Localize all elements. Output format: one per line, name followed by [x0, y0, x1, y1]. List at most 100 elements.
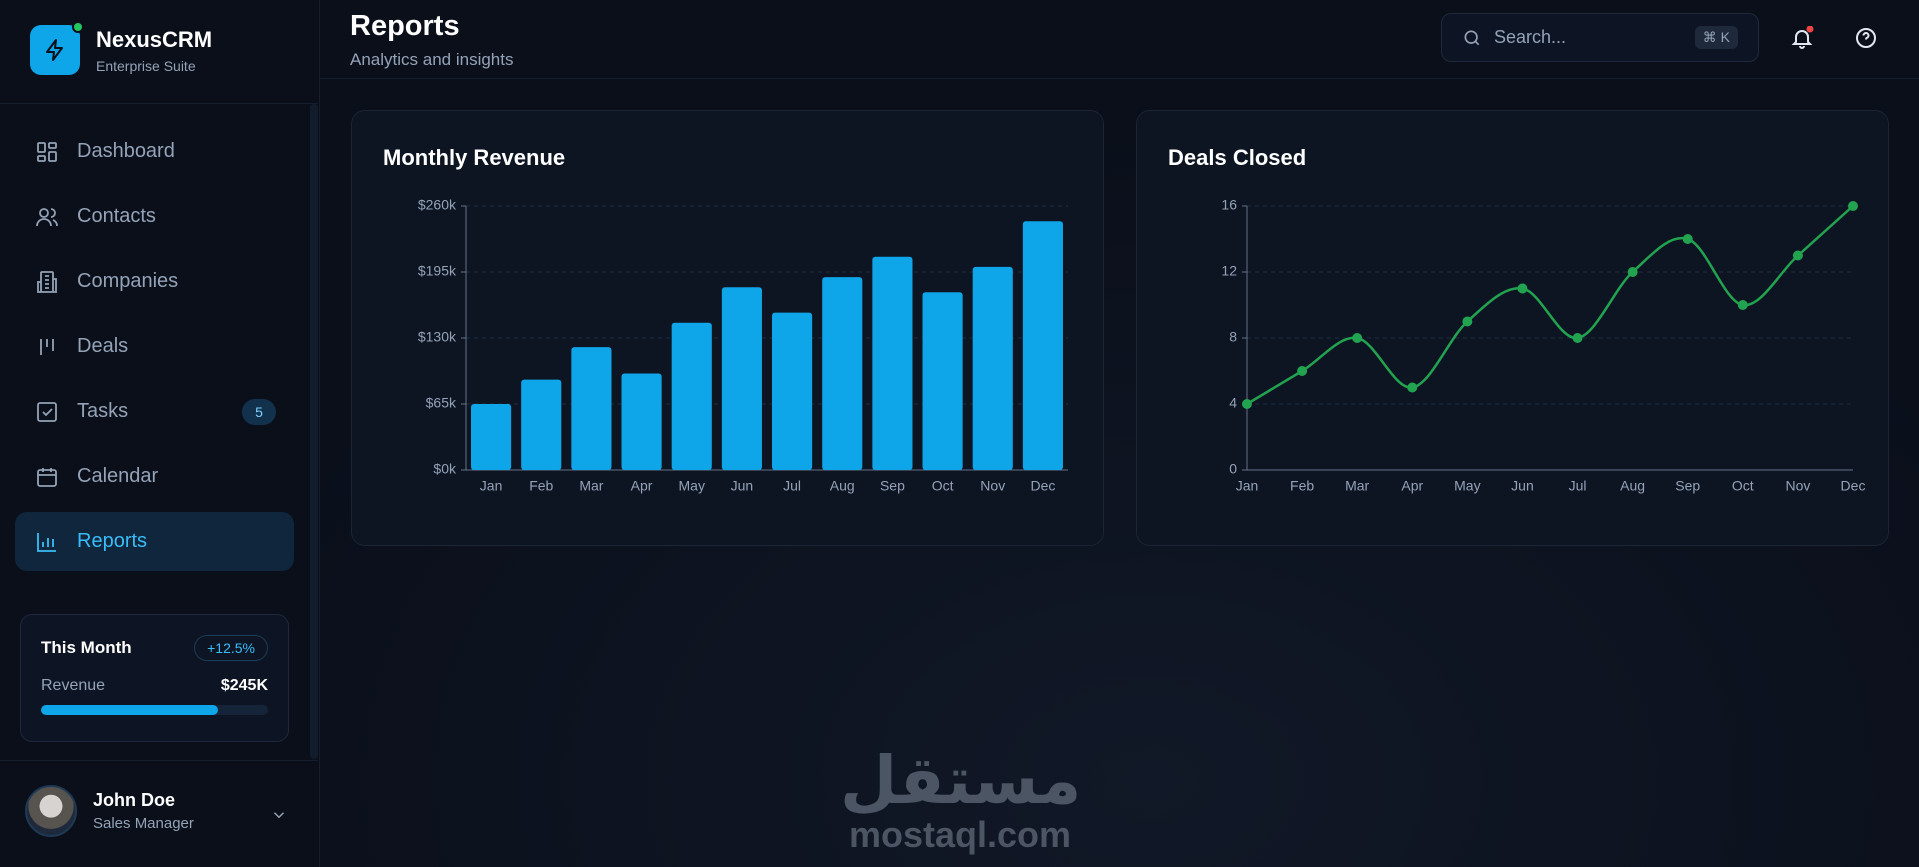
sidebar: NexusCRM Enterprise Suite Dashboard Contac…: [0, 0, 320, 867]
point: [1297, 366, 1308, 376]
brand-name: NexusCRM: [96, 26, 213, 52]
search-box[interactable]: Search... ⌘ K: [1441, 13, 1759, 62]
x-tick-label: Mar: [1345, 478, 1369, 494]
point: [1462, 316, 1473, 327]
point: [1792, 250, 1803, 261]
bar: [1022, 221, 1063, 470]
x-tick-label: Apr: [1401, 478, 1423, 494]
nav: Dashboard Contacts Companies Deals Tasks 5 Cal…: [15, 122, 294, 577]
summary-title: This Month: [41, 638, 132, 657]
x-tick-label: Sep: [880, 478, 905, 494]
chart-card: Monthly Revenue $0k $65k $130k $195k $260k Jan…: [351, 110, 1104, 546]
help[interactable]: [1854, 26, 1878, 50]
y-tick-label: $260k: [418, 197, 457, 213]
page-title: Reports: [350, 10, 460, 42]
nav-icon: [37, 401, 57, 422]
nav-icon: [37, 467, 57, 487]
point: [1737, 300, 1748, 310]
chevron[interactable]: [270, 806, 288, 824]
summary-change: +12.5%: [194, 635, 268, 661]
x-tick-label: May: [1454, 478, 1480, 494]
x-tick-label: Jul: [783, 478, 801, 494]
y-tick-label: 8: [1229, 329, 1237, 345]
y-tick-label: $195k: [418, 263, 457, 279]
x-tick-label: Jan: [480, 478, 503, 494]
bar: [872, 256, 913, 470]
x-tick-label: Jun: [731, 478, 754, 494]
bar: [721, 287, 762, 470]
point: [1352, 333, 1363, 343]
y-tick-label: 4: [1229, 395, 1237, 411]
nav-item[interactable]: Reports: [15, 512, 294, 571]
bar: [922, 292, 963, 470]
x-tick-label: Mar: [579, 478, 603, 494]
nav-badge: 5: [242, 398, 276, 425]
summary-card: This Month +12.5% Revenue $245K: [20, 614, 289, 742]
nav-item[interactable]: Companies: [15, 252, 294, 311]
summary-label: Revenue: [41, 677, 106, 694]
brand-tagline: Enterprise Suite: [96, 57, 196, 74]
page-subtitle: Analytics and insights: [350, 50, 514, 69]
bar: [822, 277, 863, 470]
bar: [671, 322, 712, 470]
x-tick-label: Feb: [1290, 478, 1314, 494]
x-tick-label: Jan: [1236, 478, 1259, 494]
x-tick-label: Aug: [1620, 478, 1645, 494]
nav-item[interactable]: Deals: [15, 317, 294, 376]
nav-label: Companies: [77, 270, 179, 292]
nav-label: Reports: [77, 530, 148, 552]
summary-value: $245K: [220, 677, 268, 694]
x-tick-label: Jul: [1569, 478, 1587, 494]
y-tick-label: 0: [1229, 461, 1237, 477]
bar: [972, 266, 1013, 470]
nav-item[interactable]: Dashboard: [15, 122, 294, 181]
nav-label: Contacts: [77, 205, 156, 227]
x-tick-label: Sep: [1675, 478, 1700, 494]
x-tick-label: Apr: [631, 478, 653, 494]
nav-icon: [37, 141, 57, 162]
point: [1572, 333, 1583, 343]
progress-bar: [41, 705, 268, 715]
y-tick-label: 12: [1221, 263, 1237, 279]
brand: NexusCRM Enterprise Suite: [30, 21, 213, 75]
nav-item[interactable]: Calendar: [15, 447, 294, 506]
bar: [521, 379, 562, 470]
x-tick-label: Oct: [932, 478, 954, 494]
x-tick-label: Aug: [830, 478, 855, 494]
x-tick-label: Dec: [1030, 478, 1055, 494]
chart-title: Deals Closed: [1168, 145, 1306, 170]
notifications[interactable]: [1790, 26, 1814, 50]
watermark-latin: mostaql.com: [848, 814, 1072, 855]
chart: Monthly Revenue $0k $65k $130k $195k $260k Jan…: [383, 145, 1068, 494]
nav-label: Calendar: [77, 465, 159, 487]
y-tick-label: $0k: [433, 461, 457, 477]
nav-icon: [36, 207, 58, 226]
bar: [571, 347, 612, 470]
x-tick-label: May: [679, 478, 705, 494]
point: [1407, 382, 1418, 393]
point: [1242, 399, 1252, 409]
point: [1627, 267, 1638, 277]
nav-label: Dashboard: [77, 140, 175, 162]
nav-item[interactable]: Contacts: [15, 187, 294, 246]
logo: [30, 21, 84, 75]
user-name: John Doe: [93, 790, 176, 810]
point: [1517, 283, 1528, 294]
nav-icon: [40, 338, 54, 355]
x-tick-label: Nov: [1785, 478, 1810, 494]
user-profile[interactable]: John Doe Sales Manager: [25, 785, 194, 837]
user-role: Sales Manager: [93, 815, 194, 832]
nav-item[interactable]: Tasks 5: [15, 382, 294, 441]
header: Reports Analytics and insights Search...…: [320, 0, 1919, 79]
chart-card: Deals Closed 0 4 8 12 16 Jan Feb Mar Apr May Jun Jul…: [1136, 110, 1889, 546]
bar: [471, 404, 512, 470]
nav-icon: [37, 532, 56, 552]
avatar: [25, 785, 77, 837]
nav-label: Deals: [77, 335, 129, 357]
bar: [621, 373, 662, 470]
nav-label: Tasks: [77, 400, 129, 422]
point: [1682, 234, 1693, 244]
chart-title: Monthly Revenue: [383, 145, 565, 170]
chart: Deals Closed 0 4 8 12 16 Jan Feb Mar Apr May Jun Jul…: [1168, 145, 1865, 494]
